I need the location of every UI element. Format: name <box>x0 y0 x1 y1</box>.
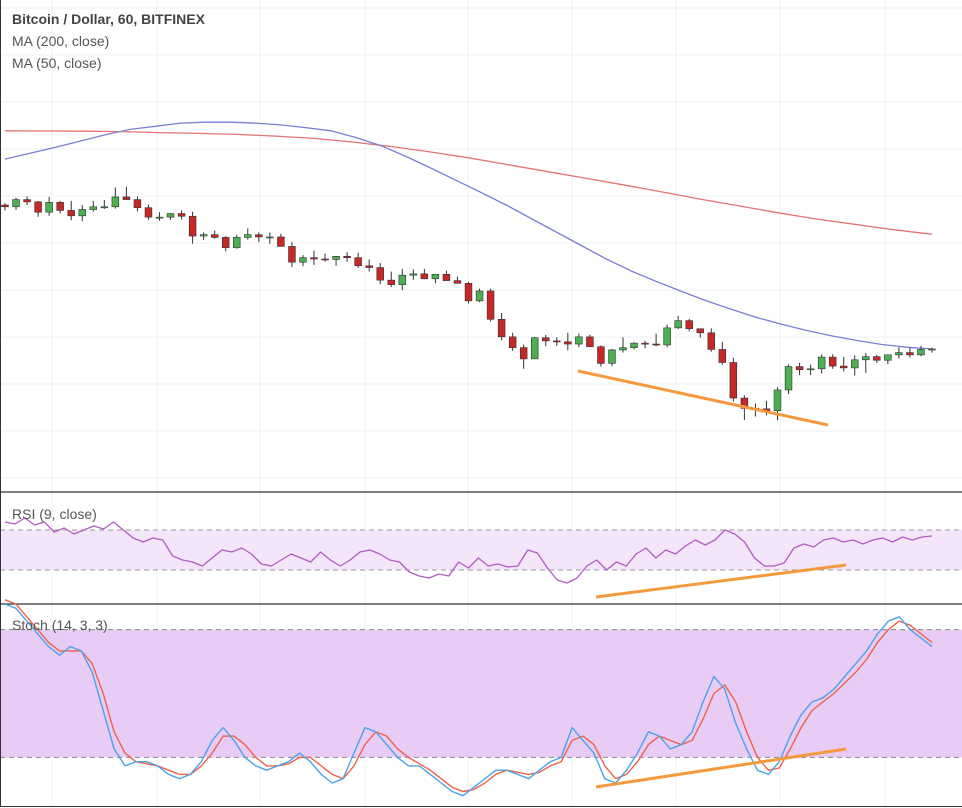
candle-down <box>34 201 42 213</box>
ma200-line <box>4 130 933 235</box>
candle-down <box>519 347 528 360</box>
candle-up <box>674 320 682 329</box>
candle-up <box>862 356 870 361</box>
legend-ma200: MA (200, close) <box>12 33 110 49</box>
candle-down <box>696 328 704 334</box>
candle-down <box>321 258 329 261</box>
candle-up <box>475 290 484 302</box>
stoch-band <box>0 629 962 758</box>
candle-up <box>155 216 164 219</box>
candle-down <box>453 280 462 284</box>
candle-up <box>884 354 892 361</box>
candle-down <box>542 337 550 342</box>
rsi-line <box>4 517 933 584</box>
candle-down <box>597 346 605 364</box>
candle-down <box>277 236 285 247</box>
chart-title: Bitcoin / Dollar, 60, BITFINEX <box>12 11 205 27</box>
candle-down <box>221 237 230 249</box>
stoch-trendline <box>595 747 847 789</box>
candle-up <box>266 236 274 239</box>
candle-down <box>133 199 142 209</box>
candle-down <box>873 356 881 361</box>
candle-down <box>718 349 727 363</box>
candle-up <box>166 213 175 218</box>
candle-down <box>23 199 31 203</box>
ma50-line <box>4 121 933 350</box>
candle-up <box>332 255 340 260</box>
candle-up <box>244 234 252 238</box>
candle-down <box>122 196 131 200</box>
candle-down <box>553 340 561 343</box>
candle-down <box>442 273 451 281</box>
price-trendline <box>577 369 829 427</box>
candle-down <box>486 290 495 320</box>
candle-down <box>56 202 64 211</box>
candle-up <box>575 336 583 345</box>
candle-up <box>851 359 859 369</box>
candle-down <box>343 255 351 258</box>
candle-down <box>210 234 219 238</box>
candle-down <box>729 362 738 399</box>
rsi-band <box>0 530 962 570</box>
chart-legend: Bitcoin / Dollar, 60, BITFINEX MA (200, … <box>12 8 205 74</box>
candle-down <box>255 234 263 238</box>
candle-down <box>839 365 848 369</box>
candle-down <box>464 282 473 302</box>
candle-down <box>685 320 693 330</box>
stoch-k-line <box>4 603 933 797</box>
candle-down <box>144 207 153 218</box>
candle-up <box>663 327 671 346</box>
candle-up <box>12 199 20 208</box>
candle-up <box>630 342 638 348</box>
candle-down <box>906 352 914 356</box>
candle-down <box>310 257 318 260</box>
candle-up <box>928 348 936 351</box>
candle-up <box>608 349 616 364</box>
candle-down <box>376 267 384 281</box>
candle-up <box>784 366 793 391</box>
candle-down <box>365 265 373 268</box>
candle-down <box>508 336 517 348</box>
candle-down <box>288 246 296 263</box>
candle-up <box>199 234 208 237</box>
legend-ma50: MA (50, close) <box>12 55 102 71</box>
candle-up <box>398 274 407 285</box>
candle-up <box>817 356 826 370</box>
candle-down <box>1 204 9 208</box>
candle-up <box>619 347 627 351</box>
candle-down <box>795 366 804 370</box>
candle-down <box>564 341 572 345</box>
candle-down <box>828 356 837 367</box>
candle-down <box>67 210 75 217</box>
candle-up <box>409 273 418 276</box>
candle-down <box>420 273 429 280</box>
candle-up <box>773 389 782 411</box>
candle-down <box>586 336 594 348</box>
candle-up <box>45 202 53 213</box>
candle-up <box>806 368 815 371</box>
candle-up <box>895 352 903 356</box>
candle-up <box>100 206 109 209</box>
rsi-trendline <box>595 563 847 599</box>
candle-up <box>233 237 241 249</box>
candle-down <box>641 342 649 345</box>
candle-down <box>177 213 186 217</box>
candle-up <box>89 206 98 210</box>
candle-up <box>917 349 925 356</box>
candle-up <box>530 337 539 360</box>
candle-up <box>431 273 440 280</box>
candle-down <box>354 257 362 267</box>
candle-down <box>707 332 716 350</box>
candle-up <box>111 196 120 208</box>
rsi-label: RSI (9, close) <box>12 506 97 522</box>
candle-down <box>652 343 660 346</box>
candle-down <box>497 318 506 338</box>
candle-down <box>387 279 395 285</box>
candle-down <box>188 215 197 237</box>
candle-up <box>78 209 86 217</box>
candle-up <box>299 257 307 263</box>
stoch-label: Stoch (14, 3, 3) <box>12 617 108 633</box>
